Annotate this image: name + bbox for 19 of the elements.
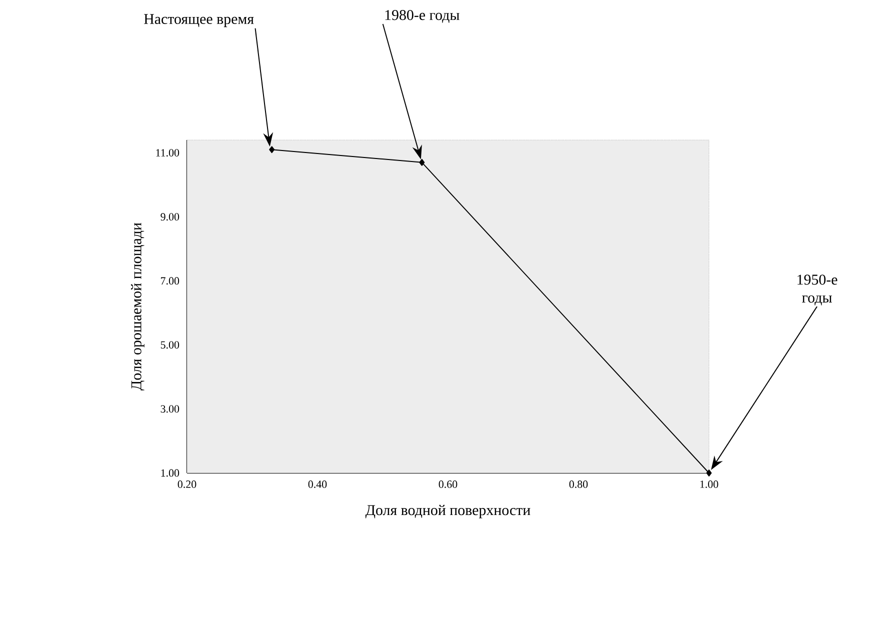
y-tick-label: 1.00 (161, 469, 180, 477)
text: Настоящее время (144, 14, 254, 28)
x-tick-label: 0.20 (178, 480, 196, 488)
y-tick-label: 11.00 (156, 149, 180, 157)
y-tick-label: 3.00 (160, 405, 180, 413)
x-axis-title: Доля водной поверхности (365, 504, 530, 518)
y-tick-label: 7.00 (161, 277, 180, 285)
x-tick-label: 1.00 (700, 480, 718, 488)
point (419, 158, 425, 166)
point (269, 146, 275, 154)
y-tick-label: 9.00 (160, 213, 180, 221)
point (706, 470, 712, 476)
x-tick-label: 0.60 (438, 480, 458, 488)
text: 1980-е годы (385, 10, 460, 23)
y-axis-title: Доля орошаемой площади (130, 222, 144, 390)
text: 1950-е годы (798, 274, 838, 306)
x-tick-label: 0.40 (308, 480, 327, 488)
x-tick-label: 0.80 (569, 480, 588, 488)
y-tick-label: 5.00 (160, 341, 180, 349)
